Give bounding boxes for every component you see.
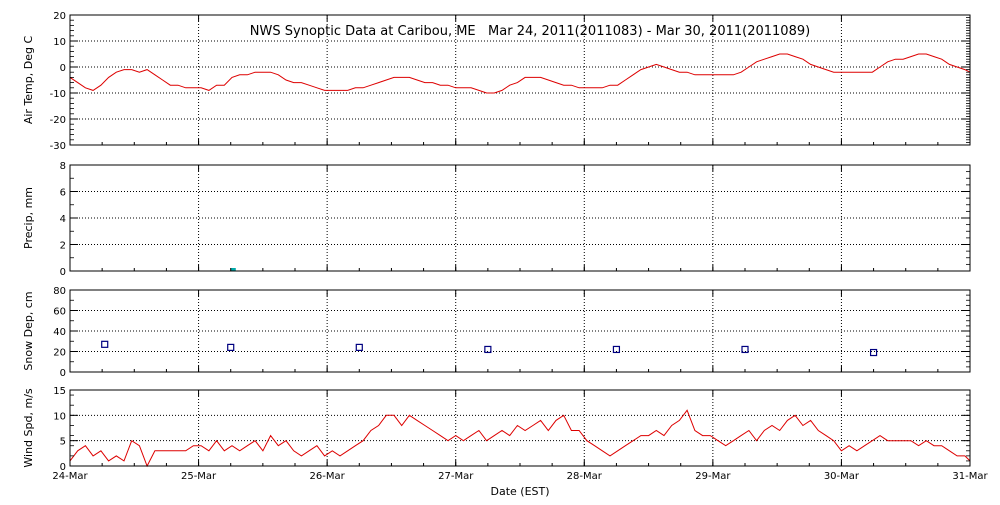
y-tick-label: 5 xyxy=(60,437,66,448)
y-tick-label: 0 xyxy=(60,368,66,379)
snow-depth-point xyxy=(869,348,878,357)
x-tick-label: 31-Mar xyxy=(952,471,988,482)
y-tick-label: 80 xyxy=(53,286,66,297)
snow-depth-point xyxy=(355,343,363,351)
grid-layer xyxy=(70,15,970,466)
y-tick-label: 10 xyxy=(53,411,66,422)
air-temp-line xyxy=(69,53,971,94)
precip-point xyxy=(230,268,236,271)
x-tick-label: 29-Mar xyxy=(695,471,731,482)
y-tick-label: 40 xyxy=(53,327,66,338)
x-tick-label: 28-Mar xyxy=(567,471,603,482)
x-tick-label: 30-Mar xyxy=(824,471,860,482)
x-tick-label: 27-Mar xyxy=(438,471,474,482)
y-tick-label: 2 xyxy=(60,241,66,252)
y-tick-label: 20 xyxy=(53,11,66,22)
panel-frame xyxy=(69,389,971,467)
y-tick-label: 0 xyxy=(60,267,66,278)
y-tick-label: 15 xyxy=(53,386,66,397)
y-tick-label: 8 xyxy=(60,161,66,172)
y-axis-title: Air Temp, Deg C xyxy=(22,36,35,125)
y-tick-label: -30 xyxy=(50,141,66,152)
snow-depth-point xyxy=(484,345,492,354)
snow-depth-point xyxy=(101,340,109,348)
y-tick-label: 0 xyxy=(60,63,66,74)
snow-depth-point xyxy=(612,345,621,354)
y-tick-label: -10 xyxy=(50,89,66,100)
x-tick-label: 26-Mar xyxy=(310,471,346,482)
y-tick-label: 4 xyxy=(60,214,66,225)
x-tick-label: 25-Mar xyxy=(181,471,217,482)
x-tick-label: 24-Mar xyxy=(52,471,88,482)
y-tick-label: 10 xyxy=(53,37,66,48)
data-layer xyxy=(69,53,971,468)
y-axis-title: Precip, mm xyxy=(22,187,35,249)
chart-title: NWS Synoptic Data at Caribou, ME Mar 24,… xyxy=(250,24,810,39)
y-tick-label: -20 xyxy=(50,115,66,126)
y-tick-label: 6 xyxy=(60,188,66,199)
wind-speed-line xyxy=(69,409,971,468)
snow-depth-point xyxy=(227,343,235,351)
y-tick-label: 0 xyxy=(60,462,66,473)
y-tick-label: 20 xyxy=(53,348,66,359)
y-axis-title: Snow Dep, cm xyxy=(22,291,35,370)
y-tick-label: 60 xyxy=(53,307,66,318)
x-axis-title: Date (EST) xyxy=(490,485,549,498)
snow-depth-point xyxy=(741,345,749,354)
y-axis-title: Wind Spd, m/s xyxy=(22,388,35,468)
